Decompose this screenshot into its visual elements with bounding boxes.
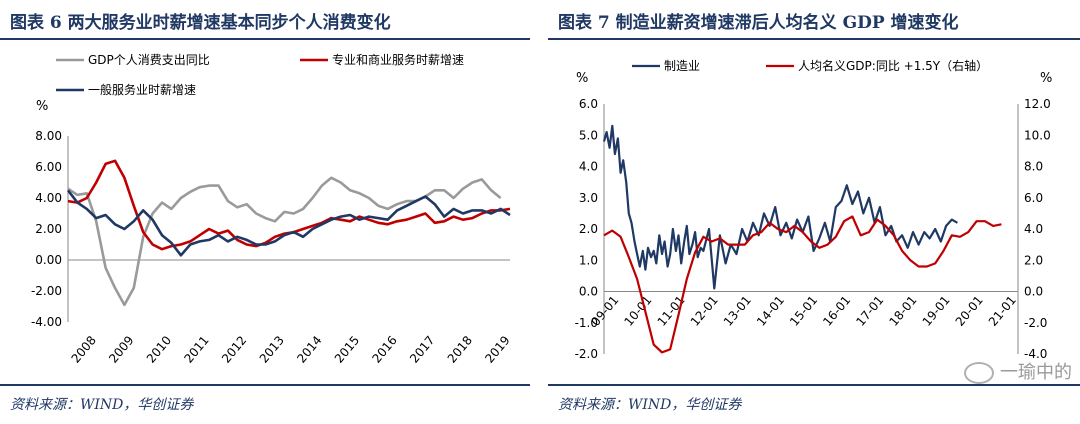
chart6-source: 资料来源：WIND，华创证券 <box>10 397 194 413</box>
chart7-right-tick-label: 10.0 <box>1024 128 1051 142</box>
chart7-right-tick-label: 0.0 <box>1024 285 1043 299</box>
chart7-x-tick-label: 13-01 <box>721 293 754 329</box>
chart7-right-tick-label: -4.0 <box>1024 347 1047 361</box>
chart7-left-tick-label: 4.0 <box>579 160 598 174</box>
chart7-x-tick-label: 12-01 <box>688 293 721 329</box>
chart6-y-tick-label: 8.00 <box>35 129 62 143</box>
right-source-bar: 资料来源：WIND，华创证券 <box>548 384 1080 424</box>
chart7-x-tick-label: 17-01 <box>853 293 886 329</box>
right-chart-panel: 图表 7 制造业薪资增速滞后人均名义 GDP 增速变化 6.0 5.0 4.0 3.0… <box>548 0 1080 422</box>
chart6-x-tick-label: 2016 <box>370 333 400 365</box>
left-source-bar: 资料来源：WIND，华创证券 <box>0 384 530 424</box>
chart7-right-tick-label: 2.0 <box>1024 253 1043 267</box>
chart6-x-tick-label: 2008 <box>69 333 99 365</box>
chart6-legend-label: GDP个人消费支出同比 <box>88 53 210 67</box>
chart6-y-unit-label: % <box>36 99 48 114</box>
chart6-y-tick-label: 6.00 <box>35 160 62 174</box>
chart6-x-tick-label: 2015 <box>332 333 362 365</box>
chart6-series-line <box>67 176 502 307</box>
chart7-right-tick-label: 4.0 <box>1024 222 1043 236</box>
chart6-series-line <box>66 189 511 257</box>
chart6-x-tick-label: 2010 <box>144 333 174 365</box>
chart6-series-line <box>67 159 511 251</box>
chart6-x-tick-label: 2018 <box>445 333 475 365</box>
chart7-title: 图表 7 制造业薪资增速滞后人均名义 GDP 增速变化 <box>558 13 959 33</box>
chart7-left-tick-label: -2.0 <box>575 347 598 361</box>
chart7-left-tick-label: 5.0 <box>579 128 598 142</box>
chart7-right-tick-label: 6.0 <box>1024 191 1043 205</box>
chart6-x-tick-label: 2011 <box>181 333 211 365</box>
chart7-left-tick-label: 3.0 <box>579 191 598 205</box>
chart7-x-tick-label: 21-01 <box>986 293 1019 329</box>
chart7-x-tick-label: 16-01 <box>820 293 853 329</box>
chart6-svg: 8.00 6.00 4.00 2.00 0.00 -2.00 -4.00% 2008 2009 2… <box>31 52 513 366</box>
chart7-x-tick-label: 20-01 <box>953 293 986 329</box>
chart7-x-tick-label: 14-01 <box>754 293 787 329</box>
left-title-bar: 图表 6 两大服务业时薪增速基本同步个人消费变化 <box>0 0 530 40</box>
chart6-x-tick-label: 2017 <box>407 333 437 365</box>
chart7-legend-label: 人均名义GDP:同比 +1.5Y（右轴） <box>798 58 988 73</box>
chart6-y-tick-label: 4.00 <box>35 191 62 205</box>
chart6-legend-label: 专业和商业服务时薪增速 <box>332 52 464 67</box>
watermark: 一瑜中的 <box>964 358 1072 384</box>
chart6-y-tick-label: 0.00 <box>35 253 62 267</box>
chart6-x-tick-label: 2012 <box>219 333 249 365</box>
chart6-y-tick-label: -4.00 <box>31 315 62 329</box>
chart7-left-tick-label: 1.0 <box>579 253 598 267</box>
watermark-text: 一瑜中的 <box>1000 362 1072 383</box>
chart6-y-tick-label: -2.00 <box>31 284 62 298</box>
chart7-x-tick-label: 15-01 <box>787 293 820 329</box>
chart7-svg: 6.0 5.0 4.0 3.0 2.0 1.0 0.0 -1.0 -2.0 12.0 10.0 8.0… <box>575 58 1053 361</box>
chart7-x-tick-label: 18-01 <box>886 293 919 329</box>
chart7-right-unit-label: % <box>1040 71 1052 86</box>
chart6-title: 图表 6 两大服务业时薪增速基本同步个人消费变化 <box>10 13 391 33</box>
chart7-series-line <box>602 124 958 290</box>
right-title-bar: 图表 7 制造业薪资增速滞后人均名义 GDP 增速变化 <box>548 0 1080 40</box>
chart6-x-tick-label: 2009 <box>106 333 136 365</box>
left-chart-panel: 图表 6 两大服务业时薪增速基本同步个人消费变化 8.00 6.00 4.00 2.0… <box>0 0 530 422</box>
chart7-x-tick-label: 10-01 <box>621 293 654 329</box>
chart7-right-tick-label: 12.0 <box>1024 97 1051 111</box>
chart6-legend-label: 一般服务业时薪增速 <box>88 82 196 97</box>
chart7-legend-label: 制造业 <box>664 59 700 73</box>
chart7-right-tick-label: -2.0 <box>1024 316 1047 330</box>
chart6-y-tick-label: 2.00 <box>35 222 62 236</box>
chart6-x-tick-label: 2013 <box>257 333 287 365</box>
wechat-icon <box>964 362 994 384</box>
chart7-left-tick-label: 0.0 <box>579 285 598 299</box>
chart7-series-line <box>603 215 1002 354</box>
chart6-x-tick-label: 2014 <box>294 333 324 365</box>
chart7-source: 资料来源：WIND，华创证券 <box>558 397 742 413</box>
chart7-left-unit-label: % <box>576 71 588 86</box>
chart7-right-tick-label: 8.0 <box>1024 160 1043 174</box>
chart7-left-tick-label: 6.0 <box>579 97 598 111</box>
chart7-left-tick-label: 2.0 <box>579 222 598 236</box>
chart7-x-tick-label: 19-01 <box>920 293 953 329</box>
chart7-left-tick-label: -1.0 <box>575 316 598 330</box>
chart6-x-tick-label: 2019 <box>482 333 512 365</box>
